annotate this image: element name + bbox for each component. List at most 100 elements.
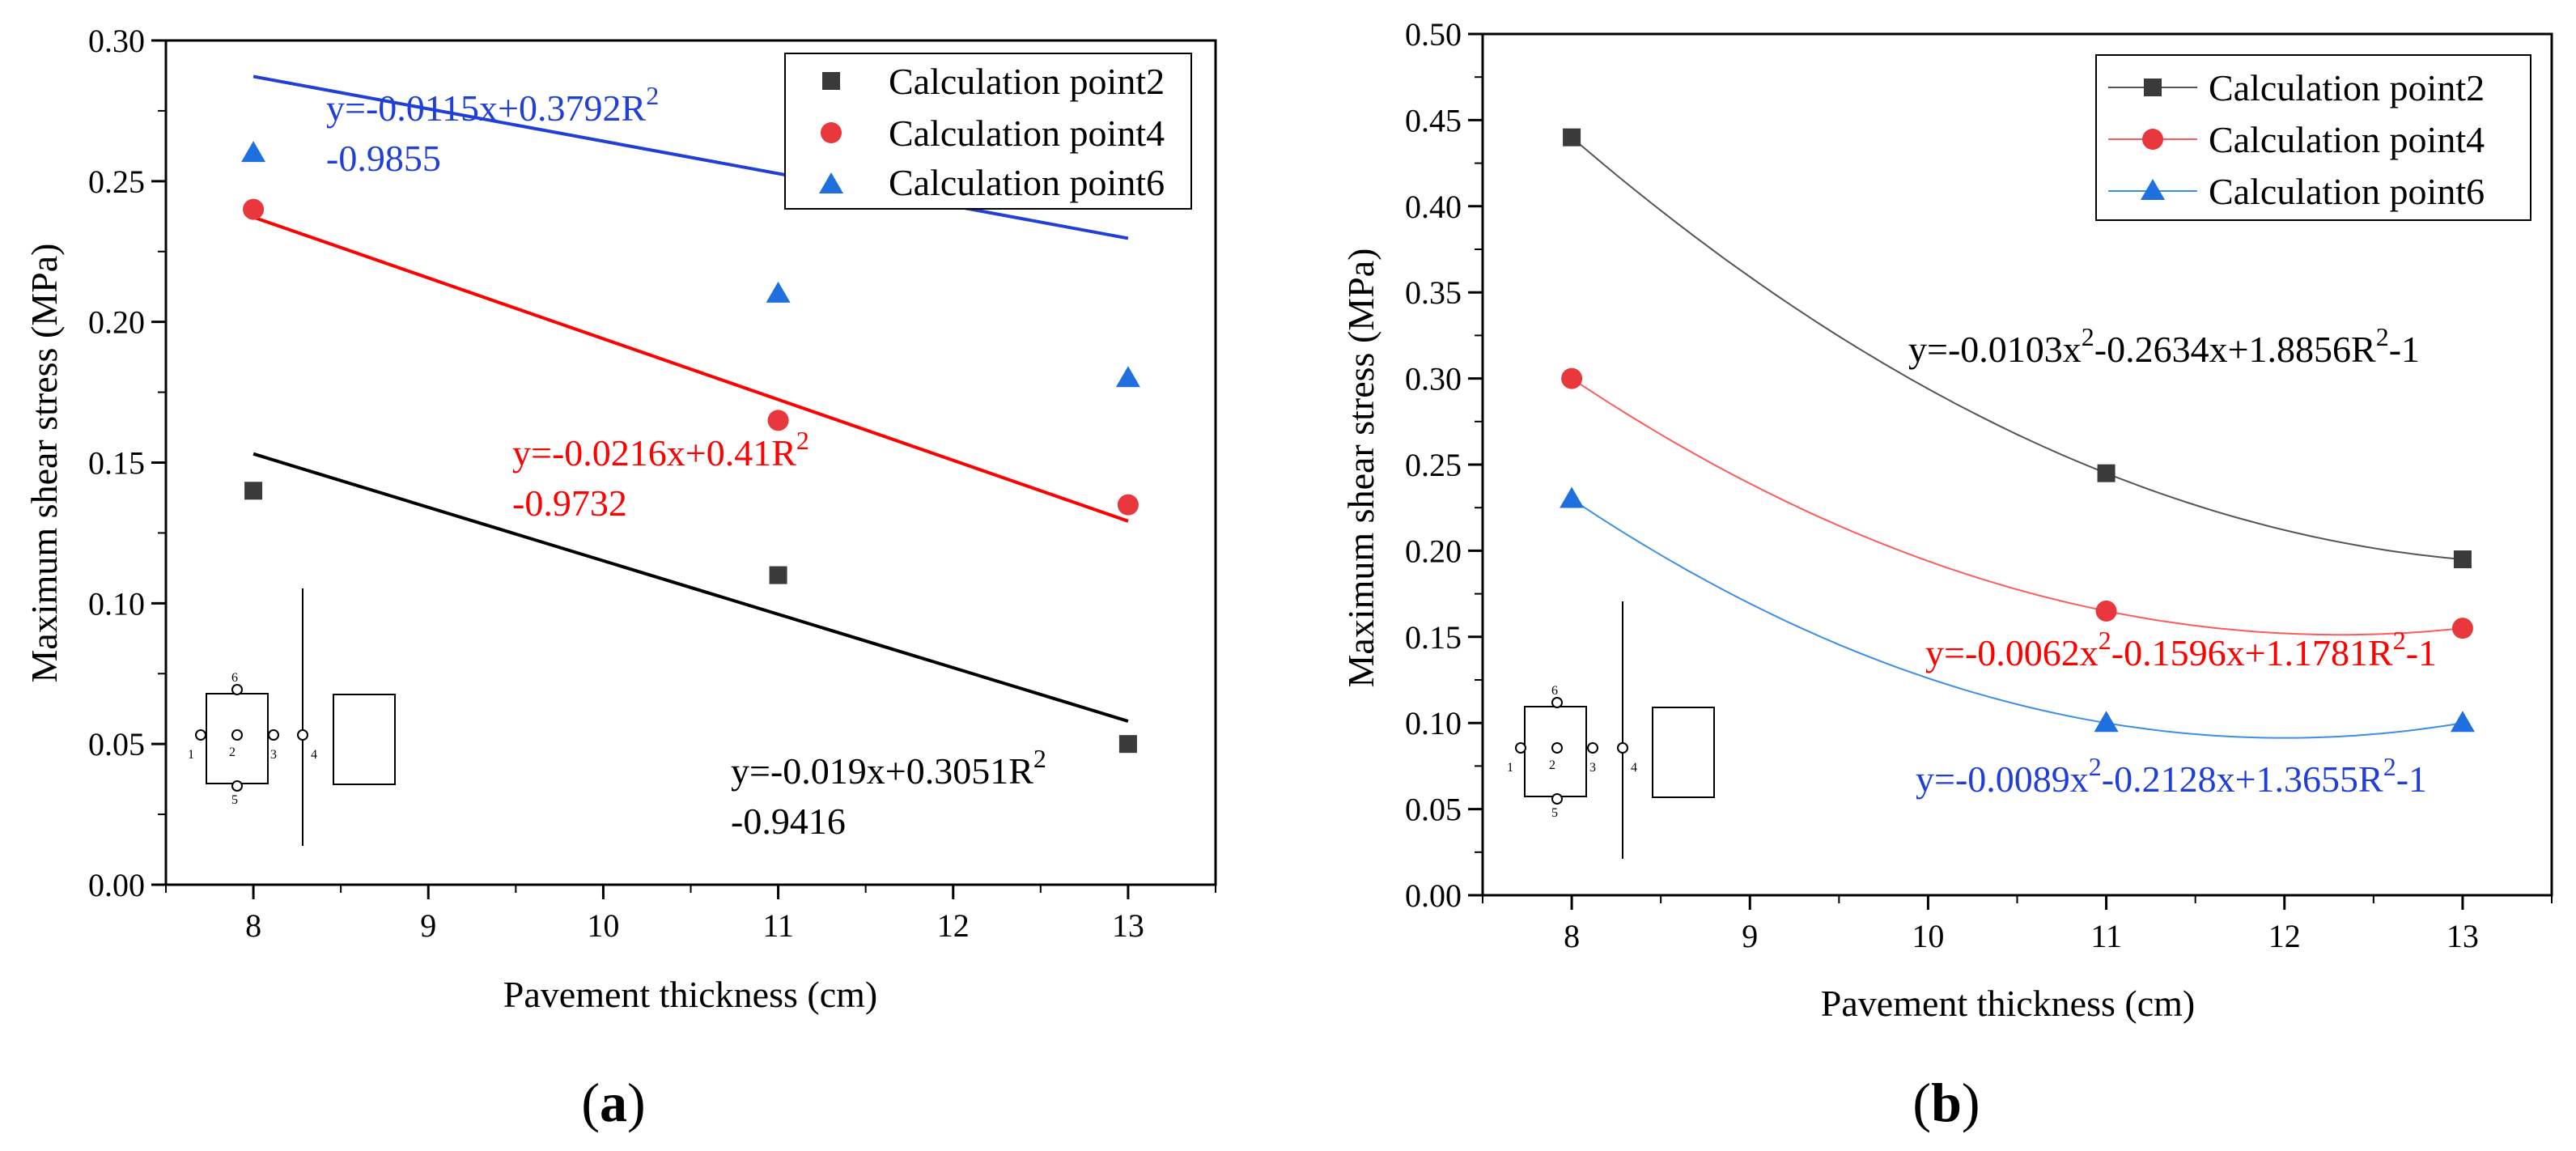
eq-b-point4-s1: 2 bbox=[2099, 626, 2111, 655]
inset-a-label-3: 3 bbox=[270, 748, 277, 762]
panel-a-x-axis-title: Pavement thickness (cm) bbox=[503, 974, 877, 1015]
panel-b-y-tick-label: 0.15 bbox=[1405, 619, 1462, 656]
panel-b-x-tick-label: 9 bbox=[1742, 918, 1758, 954]
panel-a-x-tick-label: 10 bbox=[587, 907, 619, 944]
point-a-point6 bbox=[766, 281, 791, 303]
panel-a-equation-point4: y=-0.0216x+0.41R2 -0.9732 bbox=[512, 426, 809, 524]
panel-b-data-points bbox=[1560, 128, 2475, 733]
panel-b-schematic-labels: 1 2 3 4 5 6 bbox=[1507, 684, 1637, 820]
eq-a-point4-sup: 2 bbox=[796, 426, 809, 455]
point-a-point2 bbox=[244, 482, 263, 500]
inset-b-point4 bbox=[1617, 742, 1628, 754]
legend-b-label-point4: Calculation point4 bbox=[2209, 119, 2485, 160]
fit-line-a-point2 bbox=[253, 452, 1129, 723]
panel-b-label-letter: b bbox=[1931, 1072, 1962, 1133]
panel-b-x-tick-label: 8 bbox=[1564, 918, 1580, 954]
eq-b-point2-p3: -1 bbox=[2389, 329, 2420, 370]
inset-a-point1 bbox=[195, 729, 206, 741]
panel-a-y-axis-title: Maximum shear stress (MPa) bbox=[23, 244, 65, 683]
panel-a-y-tick-label: 0.25 bbox=[88, 164, 145, 200]
inset-b-label-6: 6 bbox=[1551, 684, 1558, 698]
legend-b-marker-point2 bbox=[2144, 79, 2162, 96]
panel-a-equation-point6: y=-0.0115x+0.3792R2 -0.9855 bbox=[326, 81, 659, 179]
legend-a-label-point4: Calculation point4 bbox=[889, 113, 1165, 154]
panel-a-x-tick-label: 11 bbox=[762, 907, 794, 944]
svg-text:y=-0.0216x+0.41R2: y=-0.0216x+0.41R2 bbox=[512, 426, 809, 474]
panel-a-axes: 8 9 10 11 12 130.000.050.100.150.200.250.30 bbox=[88, 23, 1216, 944]
eq-a-point2-text: y=-0.019x+0.3051R bbox=[731, 750, 1033, 792]
svg-text:y=-0.0089x2-0.2128x+1.3655R2-1: y=-0.0089x2-0.2128x+1.3655R2-1 bbox=[1916, 752, 2427, 800]
point-b-point6 bbox=[1560, 486, 1585, 508]
point-b-point2 bbox=[1563, 128, 1581, 147]
panel-a-y-tick-label: 0.10 bbox=[88, 585, 145, 622]
inset-a-point6 bbox=[231, 684, 243, 695]
inset-b-label-2: 2 bbox=[1549, 758, 1555, 772]
panel-b-y-tick-label: 0.00 bbox=[1405, 877, 1462, 914]
point-b-point4 bbox=[1561, 367, 1583, 389]
inset-a-point4 bbox=[297, 729, 308, 741]
fit-curve-b-point6 bbox=[1571, 498, 2464, 739]
legend-a-marker-point6 bbox=[819, 172, 843, 193]
legend-a-label-point6: Calculation point6 bbox=[889, 162, 1165, 203]
eq-b-point2-s1: 2 bbox=[2082, 322, 2094, 351]
point-b-point2 bbox=[2097, 464, 2116, 482]
legend-b-marker-point6 bbox=[2141, 179, 2165, 200]
panel-a-label: (a) bbox=[581, 1072, 645, 1133]
legend-a-marker-point2 bbox=[822, 72, 840, 90]
point-b-point6 bbox=[2450, 711, 2475, 733]
point-b-point6 bbox=[2094, 711, 2119, 733]
panel-b-y-tick-label: 0.35 bbox=[1405, 274, 1462, 311]
inset-a-point5 bbox=[231, 780, 243, 792]
panel-b-y-tick-label: 0.25 bbox=[1405, 447, 1462, 483]
inset-a-label-1: 1 bbox=[188, 748, 194, 762]
fit-line-a-point4 bbox=[253, 215, 1129, 523]
panel-a-label-letter: a bbox=[600, 1072, 627, 1133]
panel-b-equation-point4: y=-0.0062x2-0.1596x+1.1781R2-1 bbox=[1925, 626, 2437, 673]
svg-text:(b): (b) bbox=[1912, 1072, 1980, 1133]
point-a-point4 bbox=[767, 410, 789, 431]
legend-a-marker-point4 bbox=[821, 122, 842, 143]
panel-b-schematic-inset bbox=[1515, 601, 1715, 859]
inset-a-label-4: 4 bbox=[311, 748, 317, 762]
inset-b-label-3: 3 bbox=[1589, 761, 1596, 775]
panel-b-chart: 8 9 10 11 12 130.000.050.100.150.200.250.300.… bbox=[1340, 16, 2553, 1133]
eq-b-point6-p1: y=-0.0089x bbox=[1916, 758, 2089, 800]
eq-a-point4-text: y=-0.0216x+0.41R bbox=[512, 432, 796, 474]
panel-b-fit-curves bbox=[1571, 136, 2464, 739]
panel-b-y-tick-label: 0.10 bbox=[1405, 705, 1462, 741]
panel-a-y-tick-label: 0.00 bbox=[88, 867, 145, 903]
eq-b-point2-s2: 2 bbox=[2376, 322, 2389, 351]
eq-b-point6-s1: 2 bbox=[2089, 752, 2102, 781]
fit-curve-b-point2 bbox=[1571, 136, 2463, 560]
inset-a-point2 bbox=[231, 729, 243, 741]
inset-a-label-6: 6 bbox=[231, 671, 238, 685]
panel-b-equation-point6: y=-0.0089x2-0.2128x+1.3655R2-1 bbox=[1916, 752, 2427, 800]
panel-a-fit-lines bbox=[253, 74, 1129, 723]
legend-b-label-point6: Calculation point6 bbox=[2209, 171, 2485, 212]
eq-b-point2-p1: y=-0.0103x bbox=[1908, 329, 2082, 370]
svg-text:y=-0.019x+0.3051R2: y=-0.019x+0.3051R2 bbox=[731, 744, 1046, 792]
eq-b-point4-p3: -1 bbox=[2406, 632, 2437, 673]
panel-a-x-tick-label: 9 bbox=[420, 907, 436, 944]
panel-b-axes: 8 9 10 11 12 130.000.050.100.150.200.250.300.… bbox=[1405, 16, 2553, 954]
panel-a-y-tick-label: 0.30 bbox=[88, 23, 145, 59]
eq-a-point2-r2: -0.9416 bbox=[731, 801, 846, 842]
panel-a-y-tick-label: 0.15 bbox=[88, 445, 145, 482]
panel-b-x-axis-title: Pavement thickness (cm) bbox=[1821, 983, 2195, 1024]
panel-b-legend-box bbox=[2095, 54, 2531, 221]
eq-b-point4-p2: -0.1596x+1.1781R bbox=[2111, 632, 2393, 673]
eq-b-point2-p2: -0.2634x+1.8856R bbox=[2094, 329, 2376, 370]
eq-a-point2-sup: 2 bbox=[1033, 744, 1046, 773]
panel-b-x-tick-label: 12 bbox=[2268, 918, 2301, 954]
panel-b-label: (b) bbox=[1912, 1072, 1980, 1133]
panel-a-data-points bbox=[241, 141, 1140, 754]
panel-b-y-tick-label: 0.50 bbox=[1405, 16, 1462, 53]
panel-b-equation-point2: y=-0.0103x2-0.2634x+1.8856R2-1 bbox=[1908, 322, 2420, 370]
point-b-point4 bbox=[2451, 618, 2473, 639]
point-a-point4 bbox=[1117, 494, 1139, 516]
point-a-point4 bbox=[243, 198, 265, 220]
panel-a-legend-box bbox=[784, 53, 1192, 210]
inset-b-label-4: 4 bbox=[1631, 761, 1637, 775]
panel-b-x-tick-label: 11 bbox=[2090, 918, 2122, 954]
